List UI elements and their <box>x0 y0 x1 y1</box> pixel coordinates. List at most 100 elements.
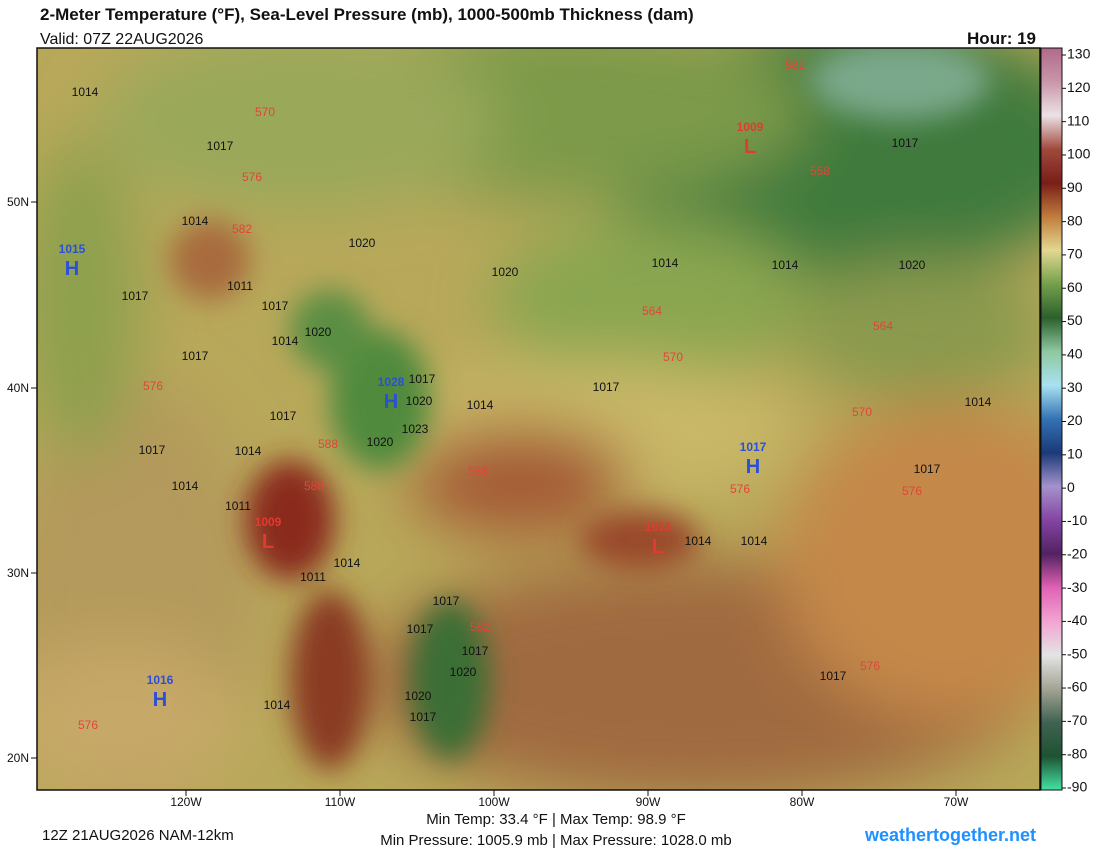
isobar-label: 1011 <box>225 499 251 513</box>
thickness-label: 570 <box>852 405 872 419</box>
thickness-label: 576 <box>143 379 163 393</box>
pressure-extremes: Min Pressure: 1005.9 mb | Max Pressure: … <box>380 832 732 849</box>
thickness-label: 576 <box>78 718 98 732</box>
thickness-label: 582 <box>785 58 805 72</box>
isobar-label: 1014 <box>652 256 679 270</box>
thickness-label: 564 <box>642 304 662 318</box>
map-field <box>37 48 1040 790</box>
isobar-label: 1017 <box>207 139 234 153</box>
lon-label: 70W <box>944 795 969 809</box>
thickness-label: 588 <box>468 464 488 478</box>
isobar-label: 1014 <box>334 556 361 570</box>
pressure-center-letter: H <box>153 689 167 711</box>
lon-label: 100W <box>478 795 510 809</box>
colorbar-label: 90 <box>1067 179 1083 195</box>
lat-label: 40N <box>7 381 29 395</box>
pressure-center-value: 1009 <box>255 515 282 529</box>
colorbar-label: 130 <box>1067 46 1091 62</box>
isobar-label: 1017 <box>409 372 436 386</box>
isobar-label: 1017 <box>182 349 209 363</box>
isobar-label: 1020 <box>405 689 432 703</box>
isobar-label: 1011 <box>227 279 253 293</box>
title: 2-Meter Temperature (°F), Sea-Level Pres… <box>40 5 694 24</box>
isobar-label: 1017 <box>433 594 460 608</box>
pressure-center-letter: L <box>652 536 664 558</box>
colorbar-label: -10 <box>1067 512 1087 528</box>
colorbar-label: -40 <box>1067 612 1087 628</box>
isobar-label: 1014 <box>467 398 494 412</box>
model-run: 12Z 21AUG2026 NAM-12km <box>42 827 234 844</box>
lon-label: 90W <box>636 795 661 809</box>
isobar-label: 1017 <box>410 710 437 724</box>
isobar-label: 1014 <box>182 214 209 228</box>
pressure-center-value: 1015 <box>59 242 86 256</box>
valid-time: Valid: 07Z 22AUG2026 <box>40 31 203 48</box>
isobar-label: 1020 <box>367 435 394 449</box>
thickness-label: 558 <box>810 164 830 178</box>
pressure-center-letter: H <box>746 456 760 478</box>
pressure-center-value: 1017 <box>740 440 767 454</box>
thickness-label: 576 <box>902 484 922 498</box>
colorbar-label: 0 <box>1067 479 1075 495</box>
isobar-label: 1017 <box>892 136 919 150</box>
isobar-label: 1020 <box>406 394 433 408</box>
colorbar-label: 110 <box>1067 112 1090 128</box>
lon-label: 110W <box>325 795 356 809</box>
isobar-label: 1017 <box>914 462 941 476</box>
isobar-label: 1014 <box>685 534 712 548</box>
pressure-center-letter: H <box>65 258 79 280</box>
isobar-label: 1020 <box>450 665 477 679</box>
thickness-label: 588 <box>318 437 338 451</box>
thickness-label: 582 <box>232 222 252 236</box>
pressure-center-letter: L <box>262 531 274 553</box>
lat-label: 30N <box>7 566 29 580</box>
isobar-label: 1014 <box>235 444 262 458</box>
colorbar-label: 80 <box>1067 212 1083 228</box>
isobar-label: 1017 <box>462 644 489 658</box>
pressure-center-letter: H <box>384 391 398 413</box>
lon-label: 120W <box>170 795 202 809</box>
isobar-label: 1023 <box>402 422 429 436</box>
pressure-center-letter: L <box>744 136 756 158</box>
thickness-label: 570 <box>663 350 683 364</box>
isobar-label: 1014 <box>72 85 99 99</box>
colorbar <box>1040 47 1063 791</box>
pressure-center-value: 1009 <box>737 120 764 134</box>
thickness-label: 588 <box>304 479 324 493</box>
thickness-label: 582 <box>470 620 490 634</box>
colorbar-label: -50 <box>1067 645 1087 661</box>
lat-label: 50N <box>7 195 29 209</box>
colorbar-label: 60 <box>1067 279 1083 295</box>
lat-label: 20N <box>7 751 29 765</box>
isobar-label: 1014 <box>741 534 768 548</box>
isobar-label: 1017 <box>407 622 434 636</box>
forecast-hour: Hour: 19 <box>967 29 1036 48</box>
isobar-label: 1014 <box>272 334 299 348</box>
isobar-label: 1017 <box>262 299 289 313</box>
isobar-label: 1017 <box>820 669 847 683</box>
colorbar-label: 30 <box>1067 379 1083 395</box>
temp-extremes: Min Temp: 33.4 °F | Max Temp: 98.9 °F <box>426 811 686 828</box>
isobar-label: 1020 <box>305 325 332 339</box>
colorbar-label: 100 <box>1067 146 1091 162</box>
isobar-label: 1014 <box>172 479 199 493</box>
isobar-label: 1020 <box>492 265 519 279</box>
pressure-center-value: 1016 <box>147 673 174 687</box>
isobar-label: 1011 <box>300 570 326 584</box>
colorbar-label: -60 <box>1067 679 1087 695</box>
colorbar-label: -80 <box>1067 745 1087 761</box>
isobar-label: 1017 <box>139 443 166 457</box>
isobar-label: 1014 <box>772 258 799 272</box>
isobar-label: 1014 <box>965 395 992 409</box>
thickness-label: 564 <box>873 319 893 333</box>
pressure-center-value: 1013 <box>645 520 672 534</box>
thickness-label: 576 <box>730 482 750 496</box>
lon-label: 80W <box>790 795 815 809</box>
isobar-label: 1017 <box>122 289 149 303</box>
isobar-label: 1017 <box>593 380 620 394</box>
isobar-label: 1014 <box>264 698 291 712</box>
colorbar-label: -90 <box>1067 779 1087 795</box>
colorbar-label: 70 <box>1067 246 1083 262</box>
